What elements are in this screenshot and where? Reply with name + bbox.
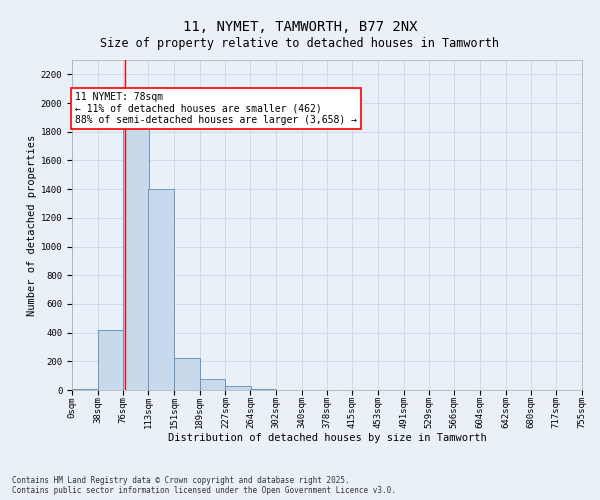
Text: 11 NYMET: 78sqm
← 11% of detached houses are smaller (462)
88% of semi-detached : 11 NYMET: 78sqm ← 11% of detached houses… bbox=[76, 92, 358, 125]
Y-axis label: Number of detached properties: Number of detached properties bbox=[26, 134, 37, 316]
Bar bbox=[124, 88, 149, 390]
Bar bbox=[174, 358, 200, 390]
Bar bbox=[250, 388, 276, 390]
Text: 11, NYMET, TAMWORTH, B77 2NX: 11, NYMET, TAMWORTH, B77 2NX bbox=[183, 20, 417, 34]
Bar bbox=[200, 378, 226, 390]
Text: Contains HM Land Registry data © Crown copyright and database right 2025.
Contai: Contains HM Land Registry data © Crown c… bbox=[12, 476, 396, 495]
Text: Size of property relative to detached houses in Tamworth: Size of property relative to detached ho… bbox=[101, 38, 499, 51]
X-axis label: Distribution of detached houses by size in Tamworth: Distribution of detached houses by size … bbox=[167, 432, 487, 442]
Bar bbox=[148, 189, 174, 390]
Bar bbox=[226, 386, 251, 390]
Bar bbox=[98, 330, 124, 390]
